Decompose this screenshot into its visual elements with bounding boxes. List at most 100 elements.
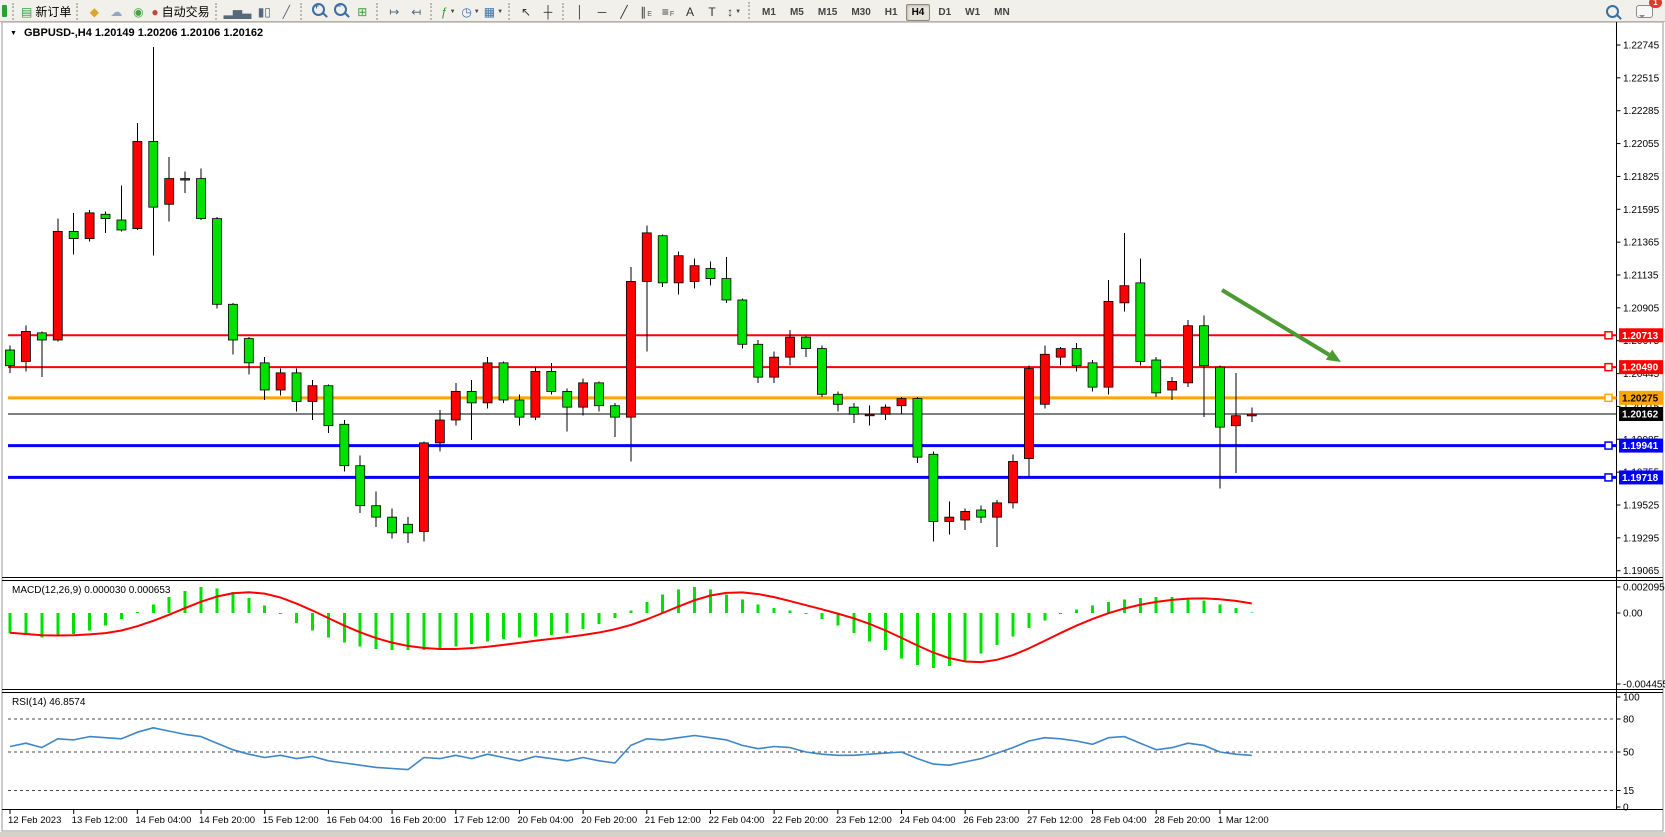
candle-body-down xyxy=(721,278,732,301)
price-tag-1.19941 xyxy=(1619,438,1663,453)
trend-arrow-head[interactable] xyxy=(1325,349,1341,362)
price-axis-label: 1.19065 xyxy=(1623,566,1660,577)
timeframe-d1[interactable]: D1 xyxy=(938,6,952,18)
time-axis-label: 20 Feb 20:00 xyxy=(581,815,637,826)
chart-menu-dropdown-icon: ▼ xyxy=(10,30,17,37)
timeframe-h4[interactable]: H4 xyxy=(905,3,931,21)
candlestick-chart-button[interactable]: ▮▯ xyxy=(253,3,275,21)
candle-body-down xyxy=(243,338,254,364)
auto-scroll-button[interactable]: ↦ xyxy=(383,3,405,21)
hline-handle[interactable] xyxy=(1604,441,1613,450)
candle-body-down xyxy=(387,516,397,534)
timeframe-h1[interactable]: H1 xyxy=(884,6,898,18)
timeframe-m15[interactable]: M15 xyxy=(817,6,838,18)
candle-body-up xyxy=(482,362,493,404)
horizontal-line-icon: ─ xyxy=(597,4,607,19)
hline-handle[interactable] xyxy=(1604,331,1613,340)
autotrading-button[interactable]: ● 自动交易 xyxy=(149,3,211,21)
toolbar-separator xyxy=(376,2,379,20)
label-button[interactable]: T xyxy=(701,3,723,21)
search-button[interactable] xyxy=(1601,2,1623,20)
signals-icon[interactable]: ◉ xyxy=(127,3,149,21)
fibonacci-button[interactable]: ≡ F xyxy=(657,3,679,21)
timeframe-mn[interactable]: MN xyxy=(994,6,1010,18)
price-tag-text: 1.20490 xyxy=(1622,363,1659,374)
price-axis-label: 1.21595 xyxy=(1623,205,1660,216)
templates-button[interactable]: ▦ ▼ xyxy=(482,3,505,21)
timeframe-w1[interactable]: W1 xyxy=(965,6,981,18)
hline-handle[interactable] xyxy=(1604,393,1613,403)
cursor-button[interactable]: ↖ xyxy=(515,3,537,21)
price-axis-label: 1.20445 xyxy=(1623,369,1660,380)
candle-body-up xyxy=(1039,353,1050,405)
candle-body-up xyxy=(785,336,795,358)
price-axis-label: 1.19525 xyxy=(1623,501,1660,512)
candle-body-down xyxy=(610,405,620,418)
timeframe-m30[interactable]: M30 xyxy=(851,6,871,18)
timeframe-m1[interactable]: M1 xyxy=(762,6,776,18)
candle-body-up xyxy=(673,255,684,284)
bar-chart-button[interactable]: ▂▅▃ xyxy=(222,3,254,21)
periods-button[interactable]: ◷ ▼ xyxy=(459,3,481,21)
candle-body-down xyxy=(546,371,557,392)
line-chart-button[interactable]: ╱ xyxy=(275,3,297,21)
price-tag-text: 1.20713 xyxy=(1622,331,1659,342)
trend-arrow-line[interactable] xyxy=(1220,288,1331,357)
zoom-out-button[interactable]: − xyxy=(329,0,351,18)
candle-body-up xyxy=(1008,461,1018,504)
candle-body-up xyxy=(164,178,175,205)
rsi-label: RSI(14) 46.8574 xyxy=(12,697,86,708)
channel-icon: ∥ xyxy=(640,4,647,19)
timeframe-m5[interactable]: M5 xyxy=(789,6,804,18)
chat-button[interactable]: 1 xyxy=(1633,0,1662,20)
candle-body-down xyxy=(817,348,827,395)
market-icon[interactable]: ◆ xyxy=(83,3,105,21)
indicators-button[interactable]: ƒ ▼ xyxy=(437,3,459,21)
candle-body-down xyxy=(371,505,382,518)
zoom-in-button[interactable]: + xyxy=(307,0,329,18)
macd-label: MACD(12,26,9) 0.000030 0.000653 xyxy=(12,585,171,596)
text-button[interactable]: A xyxy=(679,3,701,21)
indicators-icon: ƒ xyxy=(440,4,448,19)
time-axis-label: 23 Feb 12:00 xyxy=(836,815,892,826)
time-axis-label: 28 Feb 20:00 xyxy=(1154,815,1210,826)
bar-chart-icon: ▂▅▃ xyxy=(223,4,252,19)
time-axis-label: 27 Feb 12:00 xyxy=(1027,815,1083,826)
vertical-line-button[interactable]: │ xyxy=(569,3,591,21)
candle-body-up xyxy=(578,382,589,408)
trendline-button[interactable]: ╱ xyxy=(613,3,635,21)
horizontal-line-button[interactable]: ─ xyxy=(591,3,613,21)
candle-body-up xyxy=(1055,348,1066,358)
candle-body-down xyxy=(403,523,413,534)
candle-body-up xyxy=(1246,413,1257,417)
arrows-button[interactable]: ↕ ▼ xyxy=(723,3,745,21)
candle-body-down xyxy=(259,362,270,391)
candle-body-down xyxy=(355,465,366,507)
hline-handle[interactable] xyxy=(1604,473,1613,482)
tile-windows-button[interactable]: ⊞ xyxy=(351,3,373,21)
community-icon[interactable]: ☁ xyxy=(105,3,127,21)
crosshair-button[interactable]: ┼ xyxy=(537,3,559,21)
rsi-axis-label: 0 xyxy=(1623,803,1629,814)
chart-shift-icon: ↤ xyxy=(411,4,422,19)
hline-handle[interactable] xyxy=(1604,362,1613,372)
channel-button[interactable]: ∥ E xyxy=(635,3,657,21)
candle-body-up xyxy=(641,232,652,282)
candle-body-up xyxy=(896,398,907,407)
auto-scroll-icon: ↦ xyxy=(389,4,400,19)
candle-body-down xyxy=(68,231,79,239)
price-axis-label: 1.22055 xyxy=(1623,139,1660,150)
new-order-icon: ▤ xyxy=(21,4,33,19)
arrows-icon: ↕ xyxy=(727,4,734,19)
candle-body-up xyxy=(625,281,636,418)
candle-body-down xyxy=(737,299,748,345)
candle-body-up xyxy=(944,516,955,522)
price-tag-1.20275 xyxy=(1619,390,1663,405)
candle-body-down xyxy=(801,336,811,349)
chart-shift-button[interactable]: ↤ xyxy=(405,3,427,21)
time-axis-label: 16 Feb 20:00 xyxy=(390,815,446,826)
dropdown-caret-icon: ▼ xyxy=(473,8,480,15)
new-order-button[interactable]: ▤ 新订单 xyxy=(19,3,73,21)
price-axis-label: 1.21365 xyxy=(1623,238,1660,249)
